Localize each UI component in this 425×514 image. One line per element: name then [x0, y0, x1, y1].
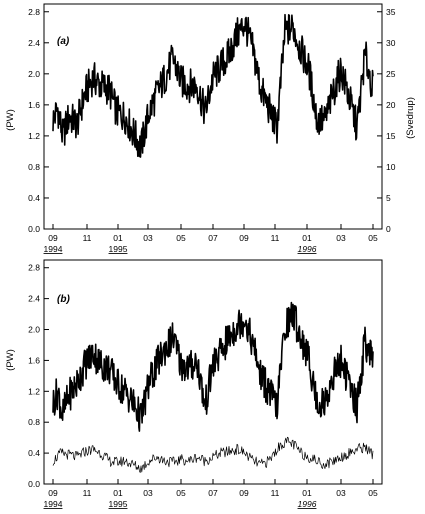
x-tick-label: 11	[83, 488, 92, 498]
y-tick-label: 0.4	[28, 448, 40, 458]
y-tick-label: 2.8	[28, 263, 40, 273]
y-tick-label: 1.2	[28, 131, 40, 141]
x-tick-label: 07	[208, 488, 218, 498]
x-tick-label: 01	[302, 488, 312, 498]
panel-a-y2-axis-label: (Svedrup)	[405, 97, 416, 139]
y2-tick-label: 10	[386, 162, 396, 172]
y2-tick-label: 5	[386, 193, 391, 203]
panel-a-label: (a)	[57, 36, 70, 47]
year-label: 1996	[298, 499, 317, 509]
y-tick-label: 2.4	[28, 294, 40, 304]
y-tick-label: 2.4	[28, 38, 40, 48]
panel-b-y-ticks: 0.0 0.4 0.8 1.2 1.6 2.0 2.4 2.8	[28, 263, 49, 489]
x-tick-label: 05	[368, 233, 378, 243]
x-tick-label: 09	[48, 233, 58, 243]
year-label: 1994	[44, 244, 63, 254]
x-tick-label: 07	[208, 233, 218, 243]
x-tick-label: 01	[113, 488, 123, 498]
panel-b-series	[52, 301, 374, 473]
year-label: 1995	[109, 244, 128, 254]
y2-tick-label: 25	[386, 69, 396, 79]
x-tick-label: 05	[176, 488, 186, 498]
panel-a-series	[52, 13, 374, 158]
y-tick-label: 1.6	[28, 100, 40, 110]
panel-a-y-axis-label: (PW)	[5, 109, 16, 131]
y-tick-label: 1.6	[28, 355, 40, 365]
y-tick-label: 1.2	[28, 386, 40, 396]
y-tick-label: 0.0	[28, 479, 40, 489]
x-tick-label: 05	[368, 488, 378, 498]
y-tick-label: 0.0	[28, 224, 40, 234]
x-tick-label: 01	[113, 233, 123, 243]
panel-b-label: (b)	[57, 294, 70, 305]
x-tick-label: 05	[176, 233, 186, 243]
y-tick-label: 0.4	[28, 193, 40, 203]
panel-a-y2-ticks: 0 5 10 15 20 25 30 35	[377, 7, 396, 234]
y-tick-label: 2.8	[28, 7, 40, 17]
y-tick-label: 0.8	[28, 417, 40, 427]
secondary-series-line	[52, 436, 374, 473]
y-tick-label: 0.8	[28, 162, 40, 172]
y2-tick-label: 30	[386, 38, 396, 48]
panel-a-x-ticks: 09 11 01 03 05 07 09 11 01 03 05 1994 1995 1996	[44, 224, 378, 254]
panel-a: 0.00.40.81.21.62.02.42.8 05101520253035 …	[5, 3, 416, 254]
heat-transport-series-line	[52, 13, 374, 158]
x-tick-label: 09	[239, 488, 249, 498]
y2-tick-label: 15	[386, 131, 396, 141]
year-label: 1996	[298, 244, 317, 254]
y2-tick-label: 20	[386, 100, 396, 110]
panel-b-y-axis-label: (PW)	[5, 349, 16, 371]
x-tick-label: 09	[48, 488, 58, 498]
x-tick-label: 03	[336, 488, 346, 498]
y-tick-label: 2.0	[28, 69, 40, 79]
panel-b-x-ticks: 09 11 01 03 05 07 09 11 01 03 05 1994 1995 1996	[44, 479, 378, 509]
panel-b: 0.00.40.81.21.62.02.42.8 09 11 01 03 05 07 09 1…	[5, 259, 383, 509]
x-tick-label: 01	[302, 233, 312, 243]
x-tick-label: 03	[143, 233, 153, 243]
year-label: 1994	[44, 499, 63, 509]
x-tick-label: 09	[239, 233, 249, 243]
y-tick-label: 2.0	[28, 325, 40, 335]
panel-a-y-ticks: 0.0 0.4 0.8 1.2 1.6 2.0 2.4 2.8	[28, 7, 49, 234]
year-label: 1995	[109, 499, 128, 509]
x-tick-label: 11	[83, 233, 92, 243]
y2-tick-label: 35	[386, 7, 396, 17]
x-tick-label: 11	[271, 488, 280, 498]
x-tick-label: 11	[271, 233, 280, 243]
panel-a-frame	[43, 3, 383, 230]
x-tick-label: 03	[336, 233, 346, 243]
x-tick-label: 03	[143, 488, 153, 498]
heat-transport-series-line	[52, 301, 374, 432]
y2-tick-label: 0	[386, 224, 391, 234]
